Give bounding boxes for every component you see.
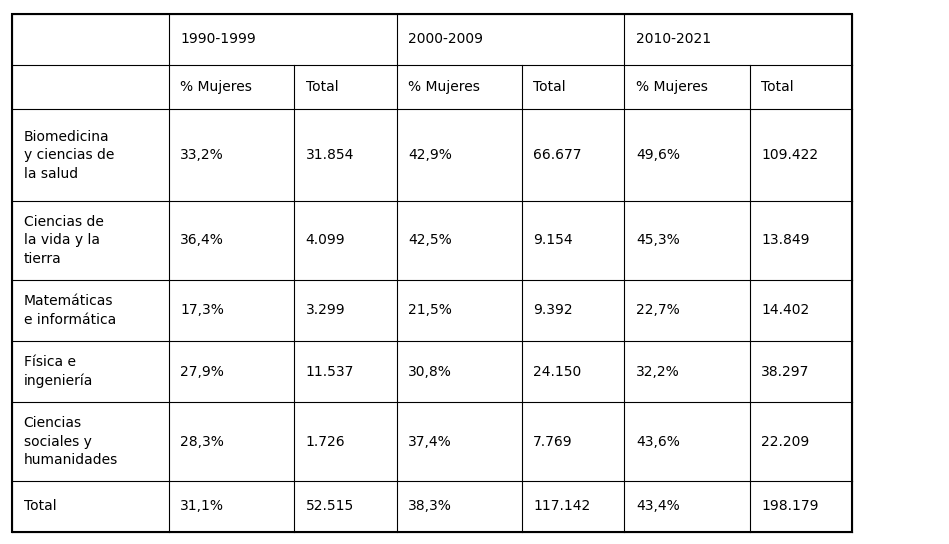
Text: 7.769: 7.769 <box>533 435 573 449</box>
Text: 1.726: 1.726 <box>306 435 345 449</box>
Text: 66.677: 66.677 <box>533 148 582 162</box>
Text: 117.142: 117.142 <box>533 499 590 514</box>
Text: 32,2%: 32,2% <box>636 364 679 379</box>
Text: Total: Total <box>761 80 793 94</box>
Text: Ciencias
sociales y
humanidades: Ciencias sociales y humanidades <box>24 416 118 467</box>
Text: Total: Total <box>533 80 566 94</box>
Text: 17,3%: 17,3% <box>180 304 224 317</box>
Text: 11.537: 11.537 <box>306 364 354 379</box>
Text: 22,7%: 22,7% <box>636 304 679 317</box>
Text: Ciencias de
la vida y la
tierra: Ciencias de la vida y la tierra <box>24 215 103 266</box>
Text: 42,5%: 42,5% <box>408 233 452 248</box>
Text: 43,6%: 43,6% <box>636 435 679 449</box>
Text: 43,4%: 43,4% <box>636 499 679 514</box>
Text: 22.209: 22.209 <box>761 435 809 449</box>
Text: % Mujeres: % Mujeres <box>636 80 708 94</box>
Text: 31,1%: 31,1% <box>180 499 224 514</box>
Text: 33,2%: 33,2% <box>180 148 224 162</box>
Text: 49,6%: 49,6% <box>636 148 679 162</box>
Text: 27,9%: 27,9% <box>180 364 224 379</box>
Text: 9.154: 9.154 <box>533 233 573 248</box>
Text: 28,3%: 28,3% <box>180 435 224 449</box>
Text: 198.179: 198.179 <box>761 499 819 514</box>
Text: Matemáticas
e informática: Matemáticas e informática <box>24 294 116 326</box>
Text: 24.150: 24.150 <box>533 364 582 379</box>
Text: 14.402: 14.402 <box>761 304 809 317</box>
Text: Total: Total <box>306 80 338 94</box>
Text: 2010-2021: 2010-2021 <box>636 32 711 46</box>
Bar <box>12 14 852 532</box>
Text: 42,9%: 42,9% <box>408 148 452 162</box>
Text: Total: Total <box>24 499 56 514</box>
Text: 38.297: 38.297 <box>761 364 809 379</box>
Text: 38,3%: 38,3% <box>408 499 452 514</box>
Text: 109.422: 109.422 <box>761 148 818 162</box>
Text: 4.099: 4.099 <box>306 233 345 248</box>
Text: 13.849: 13.849 <box>761 233 809 248</box>
Text: 30,8%: 30,8% <box>408 364 452 379</box>
Text: 37,4%: 37,4% <box>408 435 452 449</box>
Text: Física e
ingeniería: Física e ingeniería <box>24 355 93 388</box>
Text: 3.299: 3.299 <box>306 304 345 317</box>
Text: 9.392: 9.392 <box>533 304 573 317</box>
Text: 45,3%: 45,3% <box>636 233 679 248</box>
Text: 52.515: 52.515 <box>306 499 354 514</box>
Text: 21,5%: 21,5% <box>408 304 452 317</box>
Text: 31.854: 31.854 <box>306 148 354 162</box>
Text: % Mujeres: % Mujeres <box>408 80 480 94</box>
Text: 36,4%: 36,4% <box>180 233 224 248</box>
Text: 1990-1999: 1990-1999 <box>180 32 256 46</box>
Text: Biomedicina
y ciencias de
la salud: Biomedicina y ciencias de la salud <box>24 130 114 181</box>
Text: % Mujeres: % Mujeres <box>180 80 252 94</box>
Text: 2000-2009: 2000-2009 <box>408 32 483 46</box>
